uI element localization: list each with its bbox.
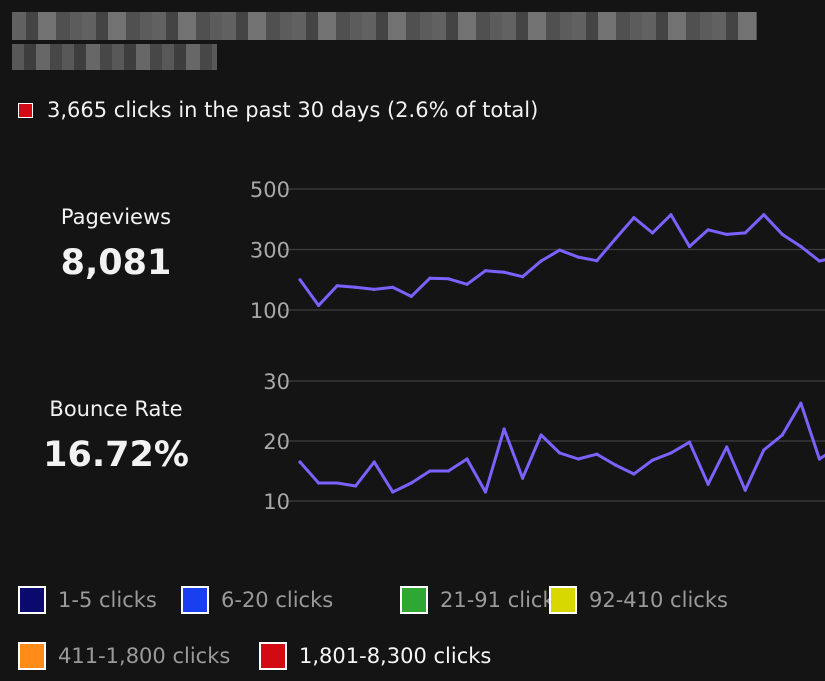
legend-label: 21-91 clicks (440, 588, 566, 612)
data-point (521, 476, 525, 480)
data-point (687, 440, 692, 444)
summary-text: 3,665 clicks in the past 30 days (2.6% o… (47, 98, 539, 122)
click-summary: 3,665 clicks in the past 30 days (2.6% o… (18, 98, 538, 122)
legend-item-4[interactable]: 92-410 clicks (549, 586, 728, 614)
data-point (613, 463, 618, 467)
y-tick-label: 500 (250, 178, 290, 202)
data-point (799, 244, 803, 249)
data-point (687, 244, 692, 249)
data-point (354, 484, 358, 488)
y-tick-label: 10 (263, 490, 290, 514)
data-point (706, 482, 710, 486)
data-point (428, 276, 432, 280)
data-point (446, 469, 450, 473)
data-point (725, 232, 729, 236)
legend-swatch (18, 642, 46, 670)
data-point (613, 237, 618, 241)
data-point (762, 213, 766, 217)
y-tick-label: 20 (263, 430, 290, 454)
data-point (391, 490, 395, 494)
data-point (780, 433, 784, 437)
data-point (483, 269, 488, 273)
data-point (539, 259, 543, 263)
pageviews-line (298, 213, 825, 307)
data-point (669, 451, 673, 455)
data-point (372, 460, 376, 464)
data-point (502, 270, 506, 274)
legend-item-2[interactable]: 6-20 clicks (181, 586, 333, 614)
data-point (446, 277, 450, 281)
data-point (650, 458, 655, 462)
pageviews-stat: Pageviews 8,081 (20, 205, 212, 283)
data-point (558, 451, 562, 455)
data-point (669, 213, 673, 217)
pageviews-label: Pageviews (60, 205, 172, 229)
data-point (743, 488, 747, 492)
legend-label: 411-1,800 clicks (58, 644, 231, 668)
data-point (595, 259, 599, 263)
legend-label: 92-410 clicks (589, 588, 728, 612)
legend-item-1[interactable]: 1-5 clicks (18, 586, 157, 614)
bounce-rate-line (298, 401, 825, 494)
data-point (576, 457, 580, 461)
data-point (502, 427, 506, 431)
data-point (428, 469, 432, 473)
redacted-header (12, 10, 757, 70)
legend-swatch (18, 586, 46, 614)
legend-swatch (549, 586, 577, 614)
summary-color-swatch (18, 102, 33, 118)
data-point (576, 255, 580, 259)
data-point (817, 259, 822, 263)
legend-label: 1-5 clicks (58, 588, 157, 612)
redacted-title-text (12, 12, 757, 40)
y-tick-label: 30 (263, 370, 290, 394)
data-point (632, 472, 636, 476)
data-point (317, 303, 321, 308)
data-point (335, 284, 339, 288)
data-point (409, 294, 413, 298)
bounce-rate-label: Bounce Rate (49, 397, 183, 421)
legend-swatch (259, 642, 287, 670)
data-point (706, 228, 710, 232)
legend-item-6[interactable]: 1,801-8,300 clicks (259, 642, 491, 670)
data-point (483, 490, 488, 494)
data-point (372, 287, 376, 291)
data-point (465, 282, 469, 286)
data-point (650, 231, 655, 235)
data-point (799, 401, 803, 405)
data-point (595, 452, 599, 456)
y-tick-label: 100 (250, 299, 290, 323)
data-point (743, 231, 747, 235)
data-point (391, 285, 395, 289)
data-point (632, 216, 636, 220)
data-point (465, 457, 469, 461)
data-point (539, 433, 543, 437)
legend-swatch (181, 586, 209, 614)
redacted-subtitle-text (12, 44, 217, 70)
data-point (298, 278, 302, 282)
data-point (317, 481, 321, 485)
data-point (558, 248, 562, 252)
legend-item-3[interactable]: 21-91 clicks (400, 586, 566, 614)
bounce-rate-stat: Bounce Rate 16.72% (20, 397, 212, 475)
legend-swatch (400, 586, 428, 614)
y-tick-label: 300 (250, 239, 290, 263)
legend-label: 1,801-8,300 clicks (299, 644, 492, 668)
legend-item-5[interactable]: 411-1,800 clicks (18, 642, 230, 670)
data-point (409, 481, 413, 485)
data-point (521, 275, 525, 279)
data-point (335, 481, 339, 485)
data-point (298, 460, 302, 464)
pageviews-value: 8,081 (60, 243, 172, 283)
data-point (780, 232, 784, 236)
legend-label: 6-20 clicks (221, 588, 334, 612)
data-point (762, 448, 766, 452)
data-point (354, 285, 358, 289)
data-point (725, 445, 729, 449)
bounce-rate-value: 16.72% (43, 435, 189, 475)
data-point (817, 457, 822, 461)
